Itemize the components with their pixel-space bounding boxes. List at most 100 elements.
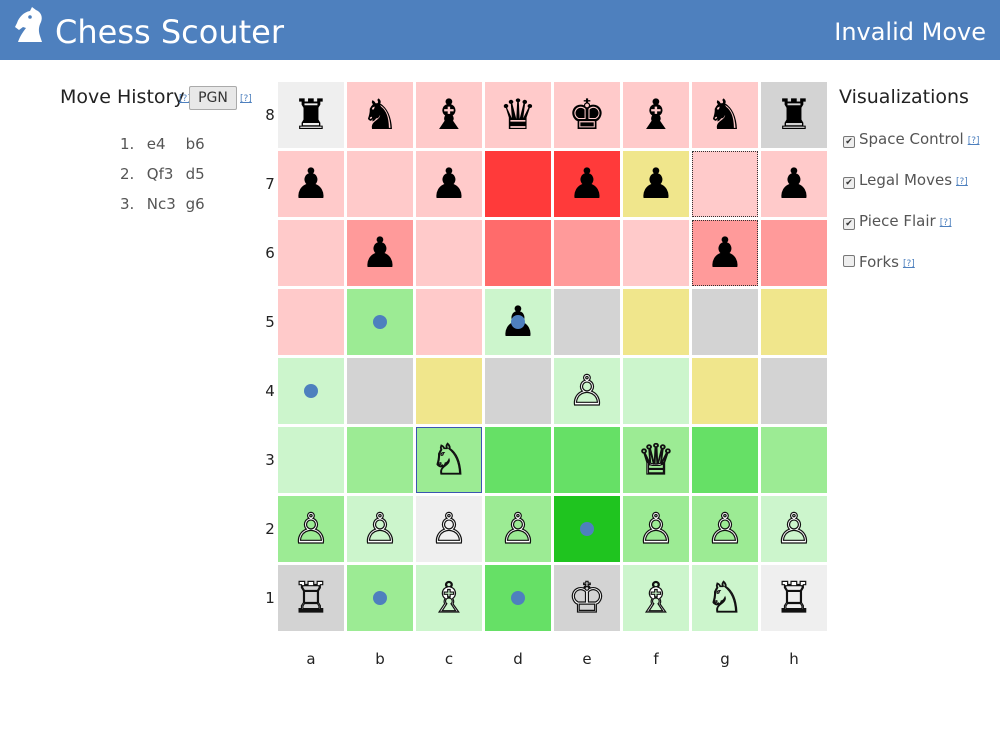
- square-g6[interactable]: ♟: [692, 220, 758, 286]
- square-c1[interactable]: ♗: [416, 565, 482, 631]
- black-piece[interactable]: ♟: [775, 159, 813, 208]
- visualization-help-link[interactable]: [?]: [956, 177, 968, 187]
- black-move[interactable]: g6: [185, 195, 205, 213]
- square-e4[interactable]: ♙: [554, 358, 620, 424]
- legal-move-dot[interactable]: [580, 522, 594, 536]
- black-piece[interactable]: ♝: [637, 90, 675, 139]
- square-c2[interactable]: ♙: [416, 496, 482, 562]
- square-c8[interactable]: ♝: [416, 82, 482, 148]
- square-c7[interactable]: ♟: [416, 151, 482, 217]
- black-piece[interactable]: ♞: [361, 90, 399, 139]
- pgn-button[interactable]: PGN: [189, 86, 237, 110]
- square-a3[interactable]: [278, 427, 344, 493]
- black-piece[interactable]: ♚: [568, 90, 606, 139]
- square-a7[interactable]: ♟: [278, 151, 344, 217]
- square-b8[interactable]: ♞: [347, 82, 413, 148]
- square-g7[interactable]: [692, 151, 758, 217]
- checked-checkbox[interactable]: ✔: [843, 136, 855, 148]
- square-b7[interactable]: [347, 151, 413, 217]
- move-history-help-link[interactable]: [?]: [179, 94, 191, 104]
- square-g2[interactable]: ♙: [692, 496, 758, 562]
- white-piece[interactable]: ♕: [637, 435, 676, 484]
- checked-checkbox[interactable]: ✔: [843, 177, 855, 189]
- checked-checkbox[interactable]: ✔: [843, 218, 855, 230]
- white-move[interactable]: Nc3: [146, 195, 176, 213]
- black-move[interactable]: d5: [185, 165, 205, 183]
- square-a6[interactable]: [278, 220, 344, 286]
- square-e3[interactable]: [554, 427, 620, 493]
- square-h8[interactable]: ♜: [761, 82, 827, 148]
- unchecked-checkbox[interactable]: [843, 255, 855, 267]
- square-d6[interactable]: [485, 220, 551, 286]
- white-piece[interactable]: ♙: [637, 504, 676, 553]
- white-piece[interactable]: ♙: [430, 504, 469, 553]
- legal-move-dot[interactable]: [511, 591, 525, 605]
- white-piece[interactable]: ♙: [292, 504, 331, 553]
- visualization-option[interactable]: ✔ Piece Flair [?]: [843, 211, 952, 233]
- white-piece[interactable]: ♙: [499, 504, 538, 553]
- square-f2[interactable]: ♙: [623, 496, 689, 562]
- square-b5[interactable]: [347, 289, 413, 355]
- legal-move-dot[interactable]: [373, 315, 387, 329]
- square-h5[interactable]: [761, 289, 827, 355]
- black-piece[interactable]: ♜: [775, 90, 813, 139]
- square-b6[interactable]: ♟: [347, 220, 413, 286]
- visualization-help-link[interactable]: [?]: [939, 218, 952, 228]
- square-h3[interactable]: [761, 427, 827, 493]
- black-piece[interactable]: ♟: [430, 159, 468, 208]
- square-e5[interactable]: [554, 289, 620, 355]
- square-d2[interactable]: ♙: [485, 496, 551, 562]
- white-piece[interactable]: ♘: [706, 573, 745, 622]
- square-b2[interactable]: ♙: [347, 496, 413, 562]
- square-c3[interactable]: ♘: [416, 427, 482, 493]
- square-d1[interactable]: [485, 565, 551, 631]
- black-piece[interactable]: ♟: [568, 159, 606, 208]
- square-b1[interactable]: [347, 565, 413, 631]
- black-piece[interactable]: ♟: [706, 228, 744, 277]
- visualization-help-link[interactable]: [?]: [902, 259, 915, 269]
- square-f5[interactable]: [623, 289, 689, 355]
- square-a2[interactable]: ♙: [278, 496, 344, 562]
- black-piece[interactable]: ♞: [706, 90, 744, 139]
- visualization-option[interactable]: ✔ Legal Moves [?]: [843, 170, 968, 192]
- square-e6[interactable]: [554, 220, 620, 286]
- white-move[interactable]: e4: [146, 135, 166, 153]
- square-f7[interactable]: ♟: [623, 151, 689, 217]
- square-d7[interactable]: [485, 151, 551, 217]
- white-piece[interactable]: ♙: [706, 504, 745, 553]
- white-move[interactable]: Qf3: [146, 165, 174, 183]
- square-f4[interactable]: [623, 358, 689, 424]
- square-g1[interactable]: ♘: [692, 565, 758, 631]
- square-d8[interactable]: ♛: [485, 82, 551, 148]
- square-g5[interactable]: [692, 289, 758, 355]
- square-a1[interactable]: ♖: [278, 565, 344, 631]
- square-g4[interactable]: [692, 358, 758, 424]
- square-e8[interactable]: ♚: [554, 82, 620, 148]
- white-piece[interactable]: ♘: [430, 435, 469, 484]
- pgn-help-link[interactable]: [?]: [240, 94, 252, 104]
- white-piece[interactable]: ♖: [775, 573, 814, 622]
- legal-move-dot[interactable]: [511, 315, 525, 329]
- legal-move-dot[interactable]: [373, 591, 387, 605]
- square-b4[interactable]: [347, 358, 413, 424]
- visualization-help-link[interactable]: [?]: [967, 136, 980, 146]
- black-piece[interactable]: ♜: [292, 90, 330, 139]
- square-d4[interactable]: [485, 358, 551, 424]
- visualization-option[interactable]: Forks [?]: [843, 252, 915, 274]
- square-a8[interactable]: ♜: [278, 82, 344, 148]
- square-h6[interactable]: [761, 220, 827, 286]
- black-move[interactable]: b6: [185, 135, 205, 153]
- black-piece[interactable]: ♝: [430, 90, 468, 139]
- square-e7[interactable]: ♟: [554, 151, 620, 217]
- white-piece[interactable]: ♗: [430, 573, 469, 622]
- white-piece[interactable]: ♗: [637, 573, 676, 622]
- white-piece[interactable]: ♙: [361, 504, 400, 553]
- square-f8[interactable]: ♝: [623, 82, 689, 148]
- square-h4[interactable]: [761, 358, 827, 424]
- square-f3[interactable]: ♕: [623, 427, 689, 493]
- black-piece[interactable]: ♟: [637, 159, 675, 208]
- square-e2[interactable]: [554, 496, 620, 562]
- square-e1[interactable]: ♔: [554, 565, 620, 631]
- white-piece[interactable]: ♖: [292, 573, 331, 622]
- square-h1[interactable]: ♖: [761, 565, 827, 631]
